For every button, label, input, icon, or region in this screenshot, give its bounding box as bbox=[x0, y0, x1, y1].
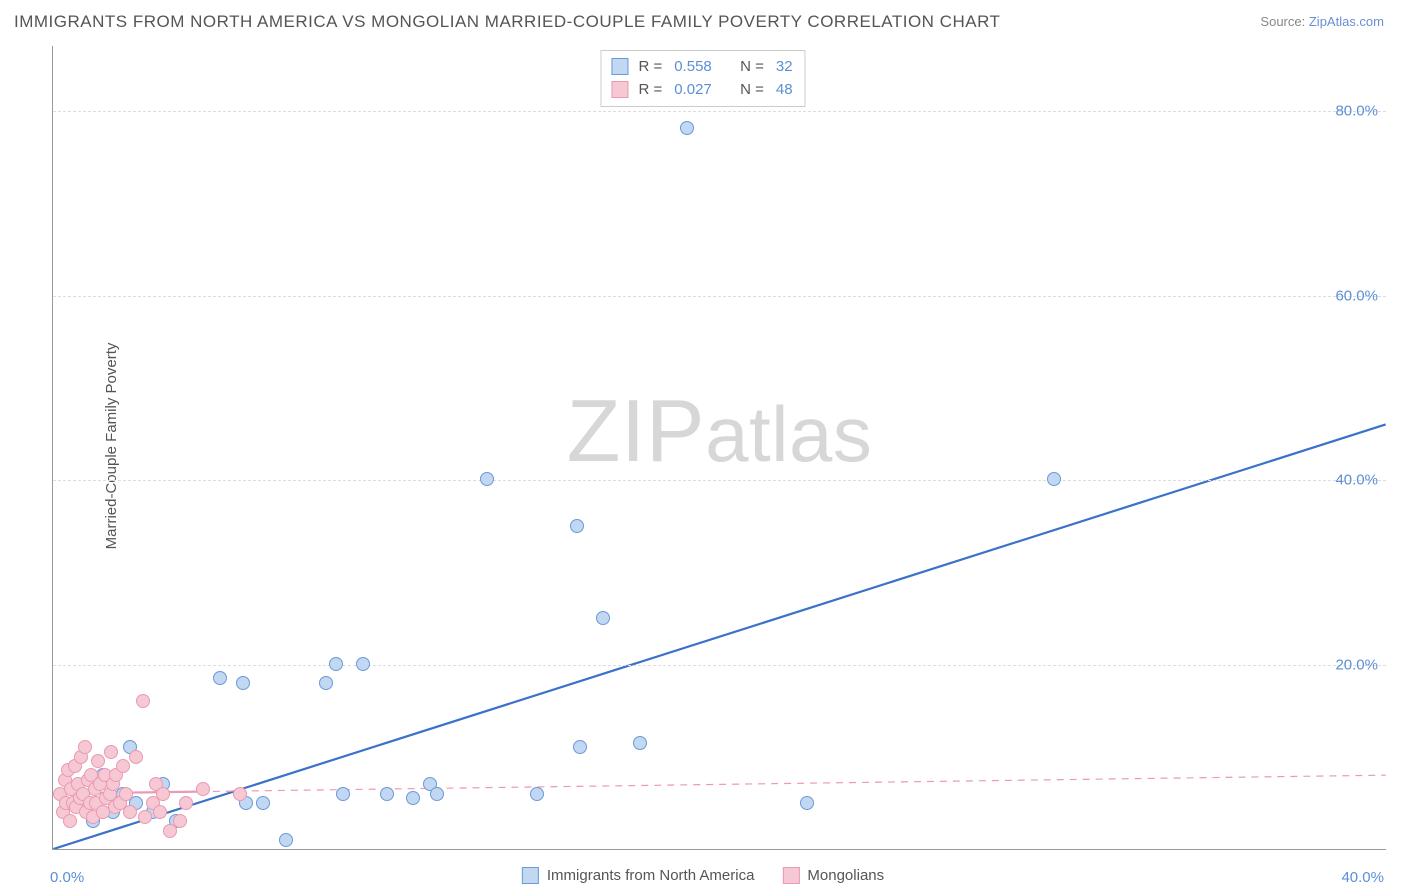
r-label: R = bbox=[638, 78, 662, 101]
data-point-na bbox=[570, 519, 584, 533]
x-axis-end-label: 40.0% bbox=[1341, 869, 1384, 886]
data-point-mn bbox=[119, 787, 133, 801]
data-point-na bbox=[430, 787, 444, 801]
gridline bbox=[53, 665, 1386, 666]
data-point-na bbox=[336, 787, 350, 801]
source-attribution: Source: ZipAtlas.com bbox=[1260, 14, 1384, 29]
data-point-na bbox=[680, 121, 694, 135]
correlation-row-na: R = 0.558 N = 32 bbox=[611, 55, 794, 78]
r-label: R = bbox=[638, 55, 662, 78]
y-tick-label: 40.0% bbox=[1335, 472, 1378, 489]
legend-item-mn: Mongolians bbox=[782, 867, 884, 884]
data-point-mn bbox=[138, 810, 152, 824]
data-point-mn bbox=[173, 814, 187, 828]
data-point-na bbox=[633, 736, 647, 750]
data-point-na bbox=[329, 657, 343, 671]
n-label: N = bbox=[740, 55, 764, 78]
data-point-mn bbox=[123, 805, 137, 819]
legend-swatch bbox=[611, 81, 628, 98]
data-point-na bbox=[1047, 472, 1061, 486]
r-value: 0.558 bbox=[674, 55, 712, 78]
data-point-na bbox=[596, 611, 610, 625]
y-tick-label: 20.0% bbox=[1335, 657, 1378, 674]
data-point-na bbox=[530, 787, 544, 801]
data-point-mn bbox=[136, 694, 150, 708]
legend-swatch bbox=[522, 867, 539, 884]
plot-area: ZIPatlas 20.0% 40.0% 60.0% 80.0% bbox=[52, 46, 1386, 850]
legend-label: Mongolians bbox=[807, 867, 884, 884]
data-point-na bbox=[380, 787, 394, 801]
correlation-legend: R = 0.558 N = 32 R = 0.027 N = 48 bbox=[600, 50, 805, 107]
gridline bbox=[53, 296, 1386, 297]
watermark: ZIPatlas bbox=[567, 380, 873, 482]
data-point-mn bbox=[153, 805, 167, 819]
chart-title: IMMIGRANTS FROM NORTH AMERICA VS MONGOLI… bbox=[14, 12, 1000, 32]
data-point-mn bbox=[196, 782, 210, 796]
data-point-na bbox=[573, 740, 587, 754]
data-point-mn bbox=[91, 754, 105, 768]
data-point-mn bbox=[116, 759, 130, 773]
legend-item-na: Immigrants from North America bbox=[522, 867, 755, 884]
data-point-mn bbox=[233, 787, 247, 801]
data-point-mn bbox=[129, 750, 143, 764]
data-point-mn bbox=[104, 745, 118, 759]
data-point-na bbox=[236, 676, 250, 690]
data-point-na bbox=[213, 671, 227, 685]
data-point-na bbox=[256, 796, 270, 810]
legend-swatch bbox=[611, 58, 628, 75]
gridline bbox=[53, 111, 1386, 112]
data-point-na bbox=[356, 657, 370, 671]
source-label: Source: bbox=[1260, 14, 1305, 29]
data-point-na bbox=[480, 472, 494, 486]
correlation-row-mn: R = 0.027 N = 48 bbox=[611, 78, 794, 101]
data-point-mn bbox=[156, 787, 170, 801]
legend-label: Immigrants from North America bbox=[547, 867, 755, 884]
series-legend: Immigrants from North America Mongolians bbox=[522, 867, 884, 884]
n-value: 48 bbox=[776, 78, 793, 101]
data-point-na bbox=[800, 796, 814, 810]
data-point-mn bbox=[63, 814, 77, 828]
gridline bbox=[53, 480, 1386, 481]
data-point-na bbox=[319, 676, 333, 690]
data-point-mn bbox=[179, 796, 193, 810]
data-point-mn bbox=[78, 740, 92, 754]
n-value: 32 bbox=[776, 55, 793, 78]
data-point-na bbox=[279, 833, 293, 847]
y-tick-label: 80.0% bbox=[1335, 102, 1378, 119]
r-value: 0.027 bbox=[674, 78, 712, 101]
n-label: N = bbox=[740, 78, 764, 101]
y-tick-label: 60.0% bbox=[1335, 287, 1378, 304]
regression-lines bbox=[53, 46, 1386, 849]
data-point-na bbox=[406, 791, 420, 805]
x-axis-origin-label: 0.0% bbox=[50, 869, 84, 886]
source-link[interactable]: ZipAtlas.com bbox=[1309, 14, 1384, 29]
legend-swatch bbox=[782, 867, 799, 884]
